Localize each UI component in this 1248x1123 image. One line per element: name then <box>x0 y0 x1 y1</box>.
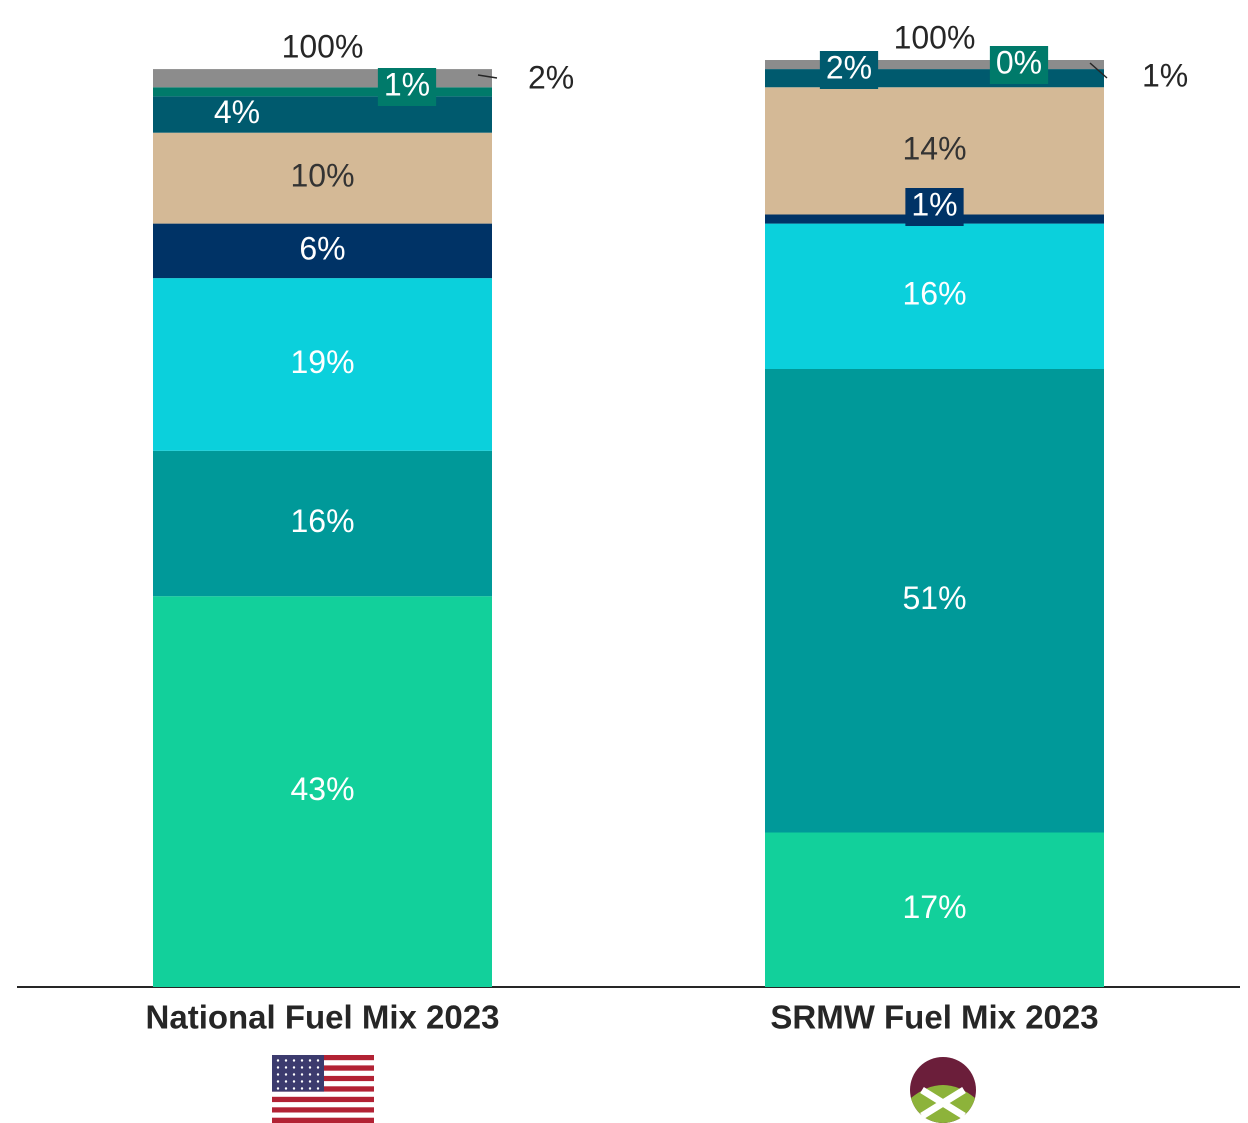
bar-segment <box>153 223 492 279</box>
bar-segment <box>765 832 1104 987</box>
data-label: 16% <box>902 276 966 312</box>
label-box <box>819 51 879 89</box>
data-label: 17% <box>902 889 966 925</box>
data-label: 6% <box>299 230 345 266</box>
us-flag <box>272 1055 374 1123</box>
leader-line <box>1089 62 1108 79</box>
bar-segment <box>153 596 492 987</box>
bar-segment <box>153 69 492 88</box>
data-label: 4% <box>214 94 260 130</box>
data-label: 2% <box>528 59 574 95</box>
bar-segment <box>153 132 492 224</box>
x-tick-label: National Fuel Mix 2023 <box>146 999 500 1036</box>
label-box <box>377 68 437 106</box>
data-label: 51% <box>902 580 966 616</box>
leader-line <box>477 74 498 79</box>
data-label: 19% <box>290 344 354 380</box>
bar-segment <box>765 69 1104 88</box>
bar-segment <box>765 60 1104 70</box>
bar-segment <box>153 87 492 97</box>
srmw-logo <box>910 1057 976 1123</box>
bar-segment <box>153 450 492 597</box>
bar-segment <box>765 369 1104 833</box>
data-label: 1% <box>1142 57 1188 93</box>
total-label: 100% <box>282 29 364 65</box>
data-label: 10% <box>290 158 354 194</box>
bar-segment <box>153 278 492 451</box>
data-label: 2% <box>826 49 872 85</box>
data-label: 1% <box>911 186 957 222</box>
data-label: 1% <box>384 66 430 102</box>
x-tick-label: SRMW Fuel Mix 2023 <box>770 999 1098 1036</box>
bar-segment <box>765 223 1104 369</box>
data-label: 14% <box>902 130 966 166</box>
total-label: 100% <box>894 19 976 55</box>
data-label: 0% <box>996 44 1042 80</box>
data-label: 43% <box>290 771 354 807</box>
bar-segment <box>153 96 492 133</box>
label-box <box>989 46 1049 84</box>
label-box <box>905 188 964 226</box>
data-label: 16% <box>290 503 354 539</box>
